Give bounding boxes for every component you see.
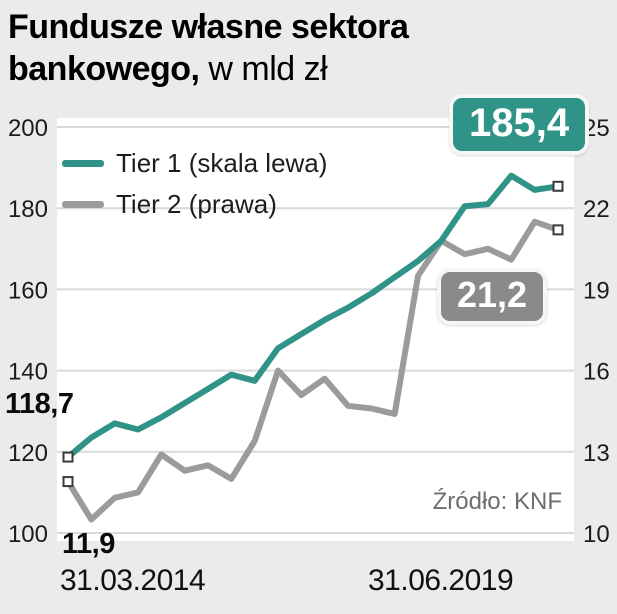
legend: Tier 1 (skala lewa) Tier 2 (prawa) — [62, 148, 327, 230]
source-note: Źródło: KNF — [432, 488, 562, 515]
plot-background — [57, 118, 574, 541]
point-marker — [552, 224, 564, 236]
point-marker — [62, 451, 74, 463]
left-axis-tick-label: 200 — [8, 115, 48, 142]
left-axis-tick-label: 100 — [8, 521, 48, 548]
left-axis-tick-label: 120 — [8, 440, 48, 467]
legend-item-tier1: Tier 1 (skala lewa) — [62, 148, 327, 179]
chart-title: Fundusze własne sektora bankowego, w mld … — [8, 6, 608, 90]
tier2-swatch — [62, 201, 104, 208]
tier1-swatch — [62, 160, 104, 167]
tier2-end-badge: 21,2 — [437, 268, 548, 325]
x-axis-start-label: 31.03.2014 — [60, 564, 206, 597]
chart-title-line1: Fundusze własne sektora — [8, 8, 409, 46]
left-axis-tick-label: 180 — [8, 196, 48, 223]
chart-title-unit: w mld zł — [199, 50, 328, 89]
tier2-start-value: 11,9 — [62, 528, 115, 560]
tier1-legend-label: Tier 1 (skala lewa) — [116, 148, 328, 178]
right-axis-tick-label: 16 — [583, 359, 610, 386]
right-axis-tick-label: 22 — [583, 196, 610, 223]
legend-item-tier2: Tier 2 (prawa) — [62, 189, 327, 220]
series-line-tier2 — [65, 218, 561, 523]
right-axis-tick-label: 13 — [583, 440, 610, 467]
tier1-end-badge: 185,4 — [449, 94, 590, 155]
tier2-legend-label: Tier 2 (prawa) — [116, 189, 277, 219]
series-line-tier1 — [65, 172, 561, 461]
x-axis-end-label: 31.06.2019 — [368, 564, 514, 597]
point-marker — [62, 476, 74, 488]
left-axis-tick-label: 140 — [8, 359, 48, 386]
right-axis-tick-label: 19 — [583, 277, 610, 304]
chart-title-line2: bankowego, — [8, 50, 200, 89]
tier1-start-value: 118,7 — [5, 388, 74, 420]
point-marker — [552, 180, 564, 192]
right-axis-tick-label: 10 — [583, 521, 610, 548]
left-axis-tick-label: 160 — [8, 277, 48, 304]
